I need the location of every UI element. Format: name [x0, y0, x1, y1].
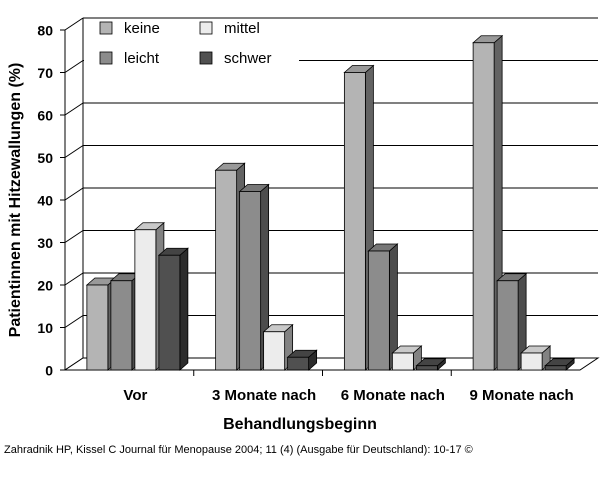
x-tick-label: 9 Monate nach [470, 387, 574, 404]
y-tick-label: 50 [37, 150, 53, 166]
y-tick-label: 40 [37, 193, 53, 209]
bar [287, 356, 310, 371]
legend-label: mittel [224, 20, 260, 37]
y-tick-label: 0 [45, 363, 53, 379]
y-tick-label: 60 [37, 108, 53, 124]
bar [496, 280, 519, 371]
grid-line [64, 145, 84, 158]
legend-label: keine [124, 20, 160, 37]
bar-side [179, 247, 189, 371]
legend-label: schwer [224, 50, 272, 67]
y-tick-label: 70 [37, 65, 53, 81]
bar [415, 365, 438, 371]
legend-swatch [99, 51, 113, 65]
legend-label: leicht [124, 50, 160, 67]
bar [367, 250, 390, 371]
legend [84, 19, 299, 79]
bar [544, 365, 567, 371]
bar [391, 352, 414, 371]
grid-line [64, 102, 84, 116]
grid-line [64, 187, 84, 201]
legend-swatch [99, 21, 113, 35]
bar [110, 280, 133, 371]
bar [343, 72, 366, 371]
grid-line [64, 60, 84, 73]
grid-line [64, 272, 84, 286]
x-tick-label: 3 Monate nach [212, 387, 316, 404]
bar [239, 191, 262, 371]
y-tick-label: 10 [37, 320, 53, 336]
grid-line [64, 230, 84, 243]
bar [134, 229, 157, 371]
y-tick-label: 80 [37, 23, 53, 39]
legend-swatch [199, 51, 213, 65]
legend-swatch [199, 21, 213, 35]
x-tick-label: Vor [123, 387, 147, 404]
source: Zahradnik HP, Kissel C Journal für Menop… [4, 444, 473, 456]
bar [86, 284, 109, 371]
bar [158, 254, 181, 371]
bar [263, 331, 286, 371]
y-tick-label: 30 [37, 235, 53, 251]
bar [520, 352, 543, 371]
y-axis-label: Patientinnen mit Hitzewallungen (%) [7, 63, 24, 338]
x-tick-label: 6 Monate nach [341, 387, 445, 404]
grid-line [64, 17, 84, 31]
grid-line [64, 315, 84, 328]
bar [472, 42, 495, 371]
x-axis-label: Behandlungsbeginn [223, 416, 377, 433]
bar [215, 169, 238, 371]
y-tick-label: 20 [37, 278, 53, 294]
